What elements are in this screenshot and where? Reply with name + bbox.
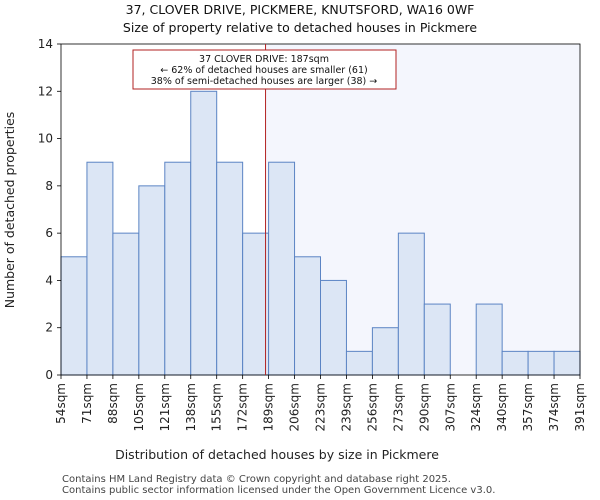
- annotation-box: 37 CLOVER DRIVE: 187sqm ← 62% of detache…: [132, 49, 397, 90]
- x-tick-label: 172sqm: [236, 383, 250, 431]
- footer-line-1: Contains HM Land Registry data © Crown c…: [62, 474, 451, 485]
- histogram-chart: 37, CLOVER DRIVE, PICKMERE, KNUTSFORD, W…: [2, 2, 587, 462]
- annotation-line-3: 38% of semi-detached houses are larger (…: [151, 76, 378, 87]
- x-tick-label: 121sqm: [158, 383, 172, 431]
- bar-105sqm: [138, 185, 166, 376]
- y-tick-label: 2: [45, 321, 53, 335]
- x-tick-label: 223sqm: [314, 383, 328, 431]
- chart-subtitle: Size of property relative to detached ho…: [123, 20, 477, 35]
- x-tick-label: 138sqm: [184, 383, 198, 431]
- x-tick-label: 324sqm: [469, 383, 483, 431]
- bar-189sqm: [268, 161, 296, 376]
- bar-71sqm: [86, 161, 114, 376]
- footer-line-2: Contains public sector information licen…: [62, 485, 496, 496]
- bar-239sqm: [345, 350, 373, 376]
- bar-54sqm: [60, 256, 88, 376]
- x-tick-label: 374sqm: [547, 383, 561, 431]
- bar-138sqm: [190, 90, 218, 376]
- x-tick-label: 206sqm: [288, 383, 302, 431]
- x-axis-label: Distribution of detached houses by size …: [115, 447, 439, 462]
- x-tick-label: 340sqm: [495, 383, 509, 431]
- bar-290sqm: [423, 303, 451, 376]
- bar-172sqm: [242, 232, 270, 376]
- bar-88sqm: [112, 232, 140, 376]
- bar-374sqm: [553, 350, 581, 376]
- y-tick-label: 10: [38, 132, 53, 146]
- y-tick-label: 4: [45, 273, 53, 287]
- x-tick-label: 290sqm: [417, 383, 431, 431]
- y-axis-label: Number of detached properties: [2, 112, 17, 309]
- bar-324sqm: [475, 303, 503, 376]
- x-tick-label: 357sqm: [521, 383, 535, 431]
- bar-121sqm: [164, 161, 192, 376]
- x-tick-label: 307sqm: [443, 383, 457, 431]
- y-tick-label: 0: [45, 368, 53, 382]
- annotation-line-1: 37 CLOVER DRIVE: 187sqm: [199, 54, 329, 65]
- bar-273sqm: [397, 232, 425, 376]
- annotation-line-2: ← 62% of detached houses are smaller (61…: [160, 65, 367, 76]
- x-tick-label: 239sqm: [339, 383, 353, 431]
- x-tick-label: 273sqm: [391, 383, 405, 431]
- bar-223sqm: [320, 279, 347, 376]
- x-tick-label: 391sqm: [573, 383, 587, 431]
- bar-155sqm: [216, 161, 244, 376]
- x-tick-label: 88sqm: [106, 383, 120, 424]
- bar-340sqm: [501, 350, 529, 376]
- chart-title: 37, CLOVER DRIVE, PICKMERE, KNUTSFORD, W…: [126, 2, 475, 17]
- bar-256sqm: [371, 327, 399, 376]
- x-tick-label: 189sqm: [262, 383, 276, 431]
- y-tick-label: 6: [45, 226, 53, 240]
- x-tick-label: 256sqm: [365, 383, 379, 431]
- x-tick-label: 155sqm: [210, 383, 224, 431]
- bar-357sqm: [527, 350, 555, 376]
- x-tick-label: 105sqm: [132, 383, 146, 431]
- x-tick-label: 54sqm: [54, 383, 68, 424]
- x-tick-label: 71sqm: [80, 383, 94, 424]
- y-tick-label: 14: [38, 37, 53, 51]
- y-tick-label: 8: [45, 179, 53, 193]
- y-tick-label: 12: [38, 84, 53, 98]
- annotation-frame: [132, 49, 397, 90]
- bar-206sqm: [294, 256, 321, 376]
